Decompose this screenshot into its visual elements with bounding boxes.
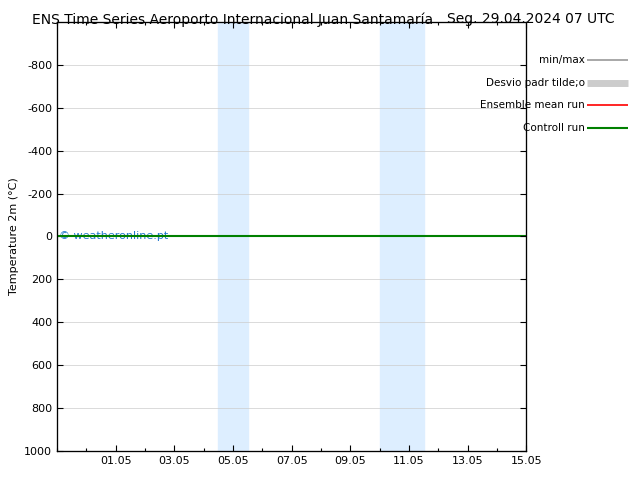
Y-axis label: Temperature 2m (°C): Temperature 2m (°C) (9, 177, 18, 295)
Text: Controll run: Controll run (523, 123, 585, 133)
Text: min/max: min/max (539, 54, 585, 65)
Text: © weatheronline.pt: © weatheronline.pt (60, 231, 169, 242)
Bar (380, 22, 424, 451)
Text: ENS Time Series Aeroporto Internacional Juan Santamaría: ENS Time Series Aeroporto Internacional … (32, 12, 433, 27)
Bar (218, 22, 248, 451)
Text: Ensemble mean run: Ensemble mean run (481, 100, 585, 110)
Text: Desvio padr tilde;o: Desvio padr tilde;o (486, 77, 585, 88)
Text: Seg. 29.04.2024 07 UTC: Seg. 29.04.2024 07 UTC (448, 12, 615, 26)
